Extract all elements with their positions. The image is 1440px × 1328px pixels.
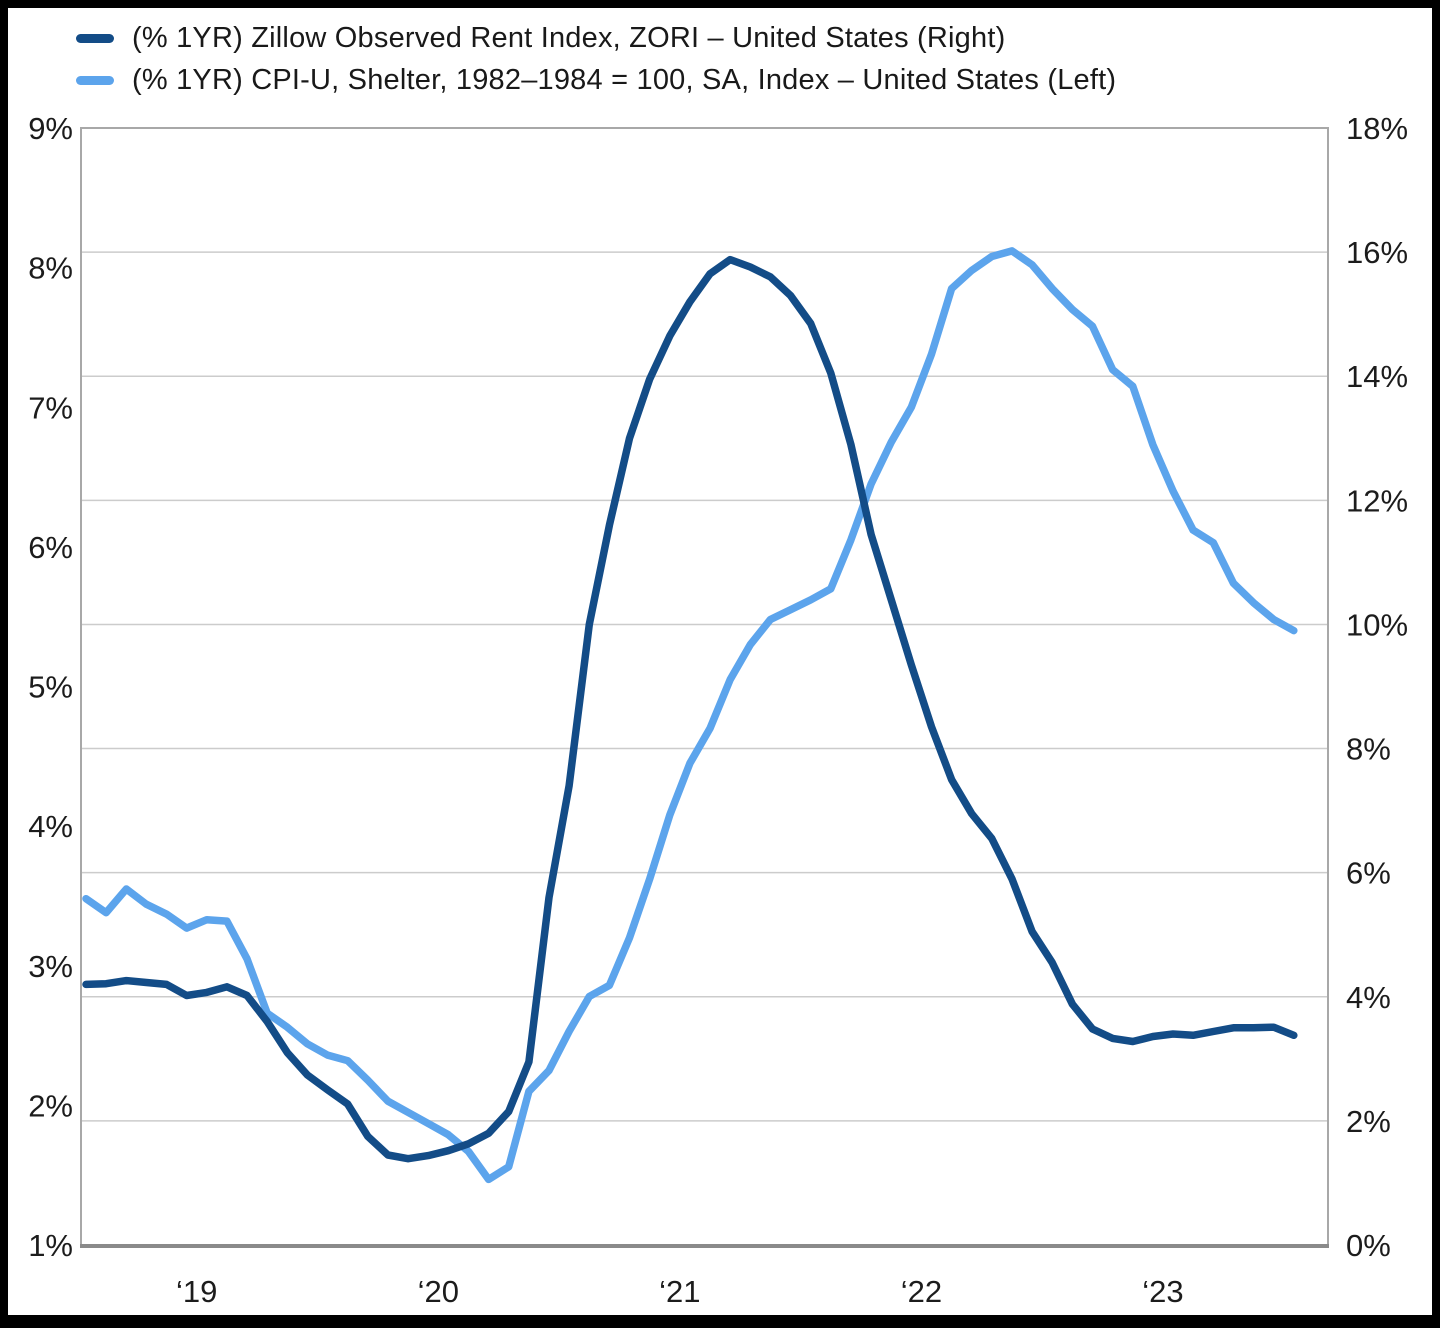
x-axis-tick-label: ‘22	[901, 1274, 942, 1309]
left-axis-tick-label: 1%	[28, 1228, 73, 1263]
right-axis-tick-label: 2%	[1346, 1104, 1391, 1139]
right-axis-tick-label: 10%	[1346, 607, 1408, 642]
right-axis-tick-label: 12%	[1346, 483, 1408, 518]
right-axis-tick-label: 4%	[1346, 980, 1391, 1015]
left-axis-tick-label: 3%	[28, 949, 73, 984]
legend-label-zori: (% 1YR) Zillow Observed Rent Index, ZORI…	[132, 21, 1006, 54]
plot-border	[80, 127, 1329, 1246]
legend-row-zori: (% 1YR) Zillow Observed Rent Index, ZORI…	[76, 17, 1116, 59]
right-axis-tick-label: 0%	[1346, 1228, 1391, 1263]
left-axis-tick-label: 5%	[28, 670, 73, 705]
cpi-shelter-line-swatch-icon	[76, 75, 114, 85]
left-axis-tick-label: 6%	[28, 530, 73, 565]
x-axis-tick-label: ‘19	[176, 1274, 217, 1309]
right-axis-tick-label: 14%	[1346, 359, 1408, 394]
right-axis-tick-label: 18%	[1346, 111, 1408, 146]
left-axis-tick-label: 4%	[28, 809, 73, 844]
zori-line-swatch-icon	[76, 33, 114, 43]
legend-label-cpi-shelter: (% 1YR) CPI-U, Shelter, 1982–1984 = 100,…	[132, 63, 1117, 96]
x-axis-tick-label: ‘20	[418, 1274, 459, 1309]
legend: (% 1YR) Zillow Observed Rent Index, ZORI…	[76, 17, 1116, 101]
left-axis-tick-label: 8%	[28, 251, 73, 286]
x-axis-tick-label: ‘23	[1142, 1274, 1183, 1309]
left-axis-tick-label: 7%	[28, 390, 73, 425]
right-axis-tick-label: 16%	[1346, 235, 1408, 270]
series-line-zori	[82, 255, 1298, 1163]
right-axis-tick-label: 8%	[1346, 732, 1391, 767]
chart-background	[8, 8, 1432, 1315]
left-axis-tick-label: 9%	[28, 111, 73, 146]
x-axis-tick-label: ‘21	[659, 1274, 700, 1309]
left-axis-tick-label: 2%	[28, 1088, 73, 1123]
series-line-cpi-shelter	[82, 247, 1298, 1184]
legend-row-cpi-shelter: (% 1YR) CPI-U, Shelter, 1982–1984 = 100,…	[76, 59, 1116, 101]
right-axis-tick-label: 6%	[1346, 856, 1391, 891]
